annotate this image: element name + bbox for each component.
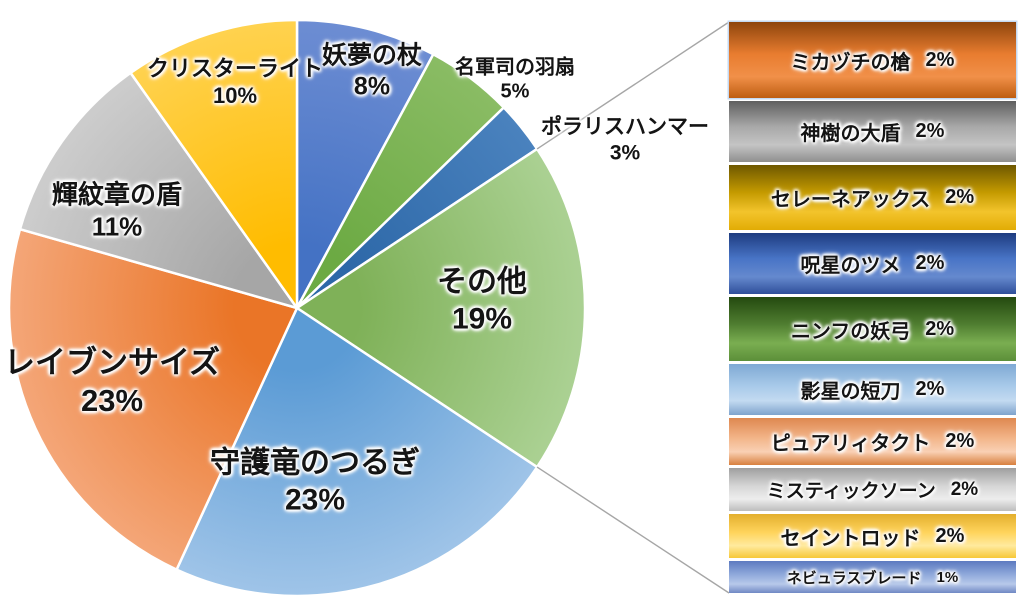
pie-label-value: 23% [80, 383, 144, 418]
breakdown-label: 神樹の大盾 [800, 123, 901, 145]
breakdown-bar-10: ネビュラスブレード 1% [729, 561, 1016, 593]
breakdown-bar-7: ピュアリィタクト 2% [729, 418, 1016, 465]
breakdown-label: ニンフの妖弓 [790, 320, 911, 343]
breakdown-value: 2% [925, 48, 955, 71]
pie-label-value: 3% [609, 141, 641, 164]
breakdown-value: 2% [945, 430, 975, 452]
pie-label-1: 妖夢の杖 8% [322, 41, 422, 102]
pie-label-value: 23% [284, 483, 346, 516]
pie-label-3: ポラリスハンマー 3% [541, 114, 709, 165]
breakdown-bar-1: ミカヅチの槍 2% [729, 22, 1016, 98]
breakdown-label: ミスティックソーン [766, 481, 936, 502]
pie-label-8: クリスターライト 10% [147, 56, 323, 110]
breakdown-label: 呪星のツメ [800, 255, 901, 277]
breakdown-bar-2: 神樹の大盾 2% [729, 101, 1016, 162]
breakdown-label: 影星の短刀 [800, 381, 901, 403]
pie-label-value: 11% [91, 211, 143, 241]
breakdown-label: セイントロッド [780, 527, 921, 550]
pie-label-text: 輝紋章の盾 [51, 179, 183, 210]
breakdown-value: 2% [945, 186, 975, 208]
connector-line [536, 466, 730, 594]
pie-slice-5 [175, 306, 539, 598]
pie-label-text: 妖夢の杖 [321, 41, 423, 70]
pie-label-value: 8% [353, 72, 391, 100]
pie-label-5: 守護竜のつるぎ 23% [210, 445, 420, 518]
breakdown-bar-4: 呪星のツメ 2% [729, 233, 1016, 294]
pie-label-4: その他 19% [437, 264, 527, 337]
pie-label-text: レイブンサイズ [3, 345, 221, 381]
pie-label-value: 10% [212, 83, 258, 108]
breakdown-label: セレーネアックス [770, 189, 931, 211]
pie-label-text: 守護竜のつるぎ [210, 446, 420, 480]
breakdown-value: 2% [915, 378, 945, 400]
breakdown-label: ミカヅチの槍 [790, 51, 911, 74]
pie-label-text: クリスターライト [146, 56, 324, 82]
breakdown-bar-8: ミスティックソーン 2% [729, 468, 1016, 511]
pie-slice-1 [295, 18, 435, 310]
breakdown-value: 2% [915, 120, 945, 142]
pie-label-text: ポラリスハンマー [541, 115, 709, 139]
breakdown-bar-3: セレーネアックス 2% [729, 165, 1016, 230]
breakdown-value: 2% [925, 317, 955, 340]
breakdown-value: 2% [915, 252, 945, 274]
pie-slice-7 [18, 71, 299, 310]
pie-slice-8 [129, 18, 299, 310]
breakdown-panel: ミカヅチの槍 2% 神樹の大盾 2% セレーネアックス 2% 呪星のツメ 2% ニンフの妖弓 2%… [729, 0, 1016, 602]
pie-label-2: 名軍司の羽扇 5% [455, 56, 575, 105]
breakdown-value: 2% [935, 524, 965, 547]
breakdown-bar-5: ニンフの妖弓 2% [729, 297, 1016, 361]
pie-slice-4 [295, 147, 587, 469]
pie-label-6: レイブンサイズ 23% [4, 344, 220, 420]
breakdown-bar-9: セイントロッド 2% [729, 514, 1016, 558]
pie-label-value: 19% [451, 302, 513, 335]
breakdown-value: 1% [936, 568, 959, 586]
breakdown-label: ピュアリィタクト [770, 433, 931, 455]
pie-label-value: 5% [500, 81, 530, 103]
pie-slice-6 [7, 227, 299, 571]
breakdown-bar-6: 影星の短刀 2% [729, 364, 1016, 415]
pie-label-text: 名軍司の羽扇 [455, 56, 575, 79]
breakdown-value: 2% [950, 478, 979, 500]
connector-line [536, 21, 730, 150]
pie-label-text: その他 [437, 265, 527, 299]
pie-label-7: 輝紋章の盾 11% [52, 179, 182, 242]
breakdown-label: ネビュラスブレード [786, 569, 922, 587]
